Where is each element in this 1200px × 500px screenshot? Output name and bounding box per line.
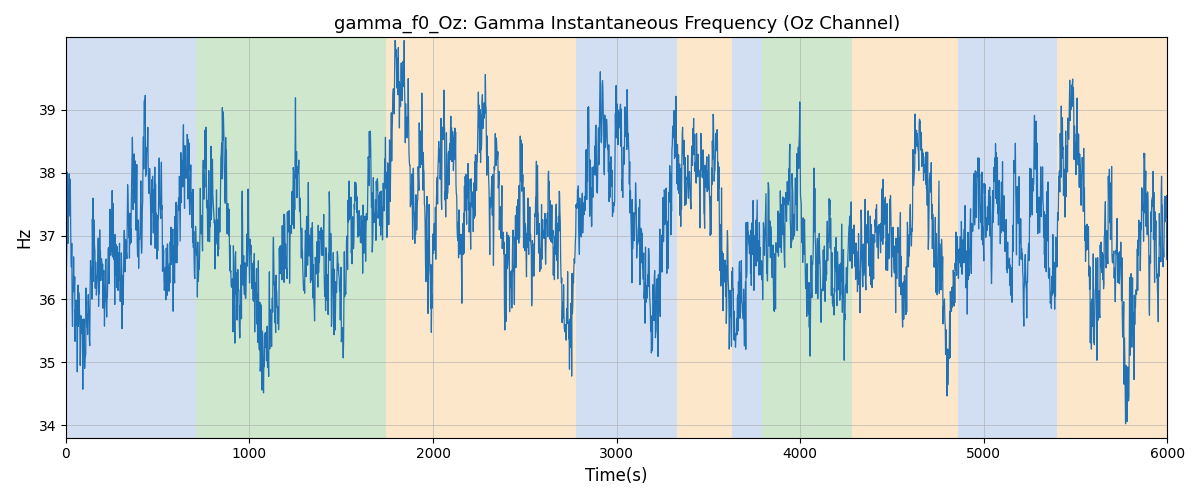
X-axis label: Time(s): Time(s)	[586, 467, 648, 485]
Bar	[386, 38, 576, 438]
Bar	[732, 38, 762, 438]
Bar	[852, 38, 958, 438]
Bar	[677, 38, 732, 438]
Bar	[576, 38, 677, 438]
Bar	[958, 38, 1057, 438]
Bar	[1057, 38, 1168, 438]
Y-axis label: Hz: Hz	[16, 227, 34, 248]
Bar	[66, 38, 197, 438]
Title: gamma_f0_Oz: Gamma Instantaneous Frequency (Oz Channel): gamma_f0_Oz: Gamma Instantaneous Frequen…	[334, 15, 900, 34]
Bar	[762, 38, 852, 438]
Bar	[197, 38, 386, 438]
